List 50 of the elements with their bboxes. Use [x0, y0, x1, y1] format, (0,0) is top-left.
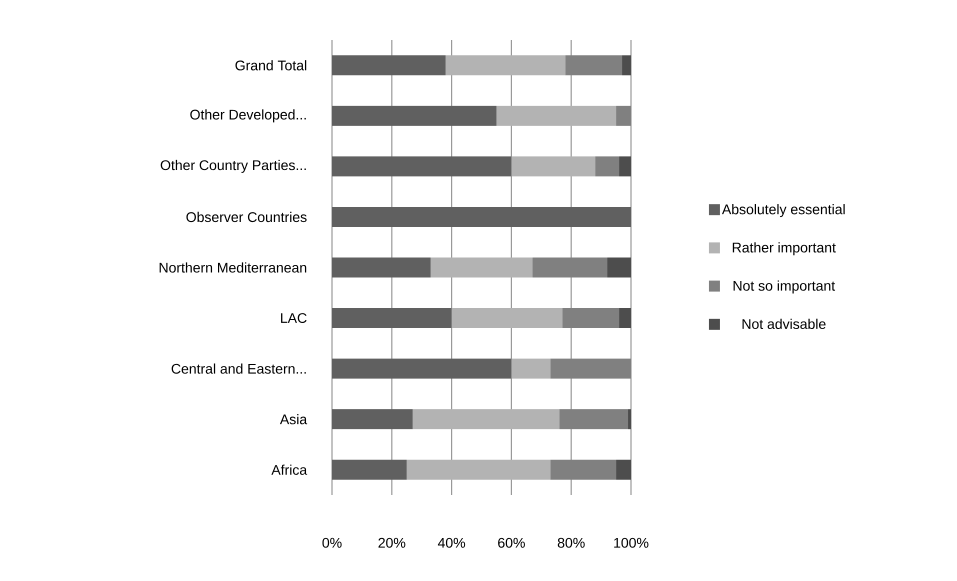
y-tick-label: LAC — [281, 313, 307, 324]
bar — [430, 258, 532, 278]
bar — [332, 308, 452, 328]
bar — [628, 409, 632, 430]
bar — [619, 156, 632, 176]
bar — [616, 460, 632, 480]
y-tick-label: Africa — [271, 464, 308, 475]
y-tick-label: Central and Eastern... — [172, 363, 306, 374]
bar — [332, 55, 446, 76]
bar — [332, 460, 407, 480]
bar — [559, 409, 628, 430]
bar — [616, 106, 632, 126]
bar — [332, 358, 512, 379]
bar — [619, 308, 632, 328]
y-tick-label: Other Country Parties... — [160, 160, 306, 173]
x-tick-label: 40% — [438, 538, 466, 548]
x-tick-label: 100% — [614, 538, 648, 548]
bar — [511, 358, 550, 379]
bar — [532, 258, 608, 278]
x-tick-label: 20% — [378, 538, 406, 548]
y-tick-label: Other Developed... — [190, 109, 306, 122]
bar — [607, 258, 632, 278]
bar — [446, 55, 566, 76]
y-tick-label: Asia — [280, 414, 308, 424]
bar — [452, 308, 562, 328]
bar — [511, 156, 596, 176]
x-tick-label: 60% — [498, 538, 525, 548]
bar — [332, 258, 431, 278]
bar — [562, 308, 620, 328]
x-tick-label: 80% — [558, 538, 585, 548]
bar — [412, 409, 560, 430]
legend-label: Not advisable — [742, 318, 826, 330]
bar — [332, 206, 632, 227]
bar — [496, 106, 616, 126]
legend-label: Absolutely essential — [722, 204, 845, 218]
bar — [550, 358, 632, 379]
bar — [332, 106, 496, 126]
y-tick-label: Observer Countries — [186, 212, 307, 222]
bar — [550, 460, 616, 480]
bar — [565, 55, 622, 76]
bar — [595, 156, 620, 176]
x-tick-label: 0% — [322, 538, 342, 548]
bar — [332, 156, 512, 176]
bar — [332, 409, 413, 430]
legend-label: Rather important — [732, 242, 836, 256]
legend-label: Not so important — [734, 280, 836, 294]
bar — [622, 55, 632, 76]
y-tick-label: Northern Mediterranean — [160, 262, 306, 273]
bar — [406, 460, 550, 480]
y-tick-label: Grand Total — [235, 60, 306, 70]
